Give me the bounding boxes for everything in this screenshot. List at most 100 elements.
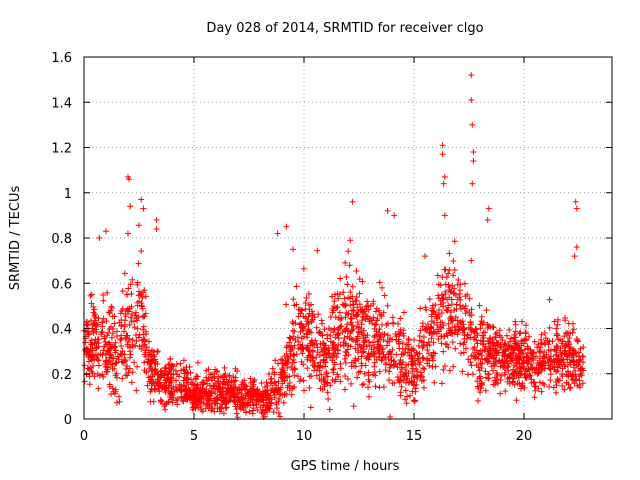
data-point: [330, 339, 337, 346]
data-point: [414, 376, 421, 383]
data-point: [143, 344, 150, 351]
data-point: [397, 315, 404, 322]
data-point: [576, 377, 583, 384]
data-point: [90, 309, 97, 316]
data-point: [377, 311, 384, 318]
data-point: [172, 383, 179, 390]
data-point: [517, 385, 524, 392]
data-point: [406, 352, 413, 359]
data-point: [379, 345, 386, 352]
data-point: [126, 335, 133, 342]
data-point: [461, 332, 468, 339]
data-point: [103, 228, 109, 235]
data-point: [291, 384, 298, 391]
data-point: [330, 365, 337, 372]
data-point: [538, 388, 545, 395]
data-point: [346, 335, 353, 342]
data-point: [181, 374, 188, 381]
data-point: [506, 326, 513, 333]
data-point: [462, 293, 469, 300]
data-point: [376, 350, 383, 357]
data-points: [81, 72, 587, 421]
data-point: [441, 173, 448, 180]
data-point: [573, 352, 580, 359]
data-point: [146, 378, 153, 385]
data-point: [523, 322, 530, 329]
data-point: [438, 340, 445, 347]
data-point: [507, 335, 514, 342]
data-point: [344, 346, 351, 353]
data-point: [386, 368, 393, 375]
data-point: [570, 326, 577, 333]
data-point: [410, 374, 417, 381]
data-point: [239, 402, 246, 409]
data-point: [205, 375, 212, 382]
data-point: [347, 315, 354, 322]
data-point: [315, 311, 322, 318]
data-point: [384, 332, 391, 339]
data-point: [452, 345, 459, 352]
data-point: [325, 351, 332, 358]
data-point: [511, 340, 518, 347]
data-point: [328, 293, 335, 300]
data-point: [507, 358, 514, 365]
data-point: [143, 368, 150, 375]
data-point: [153, 216, 160, 223]
data-point: [308, 338, 315, 345]
data-point: [474, 397, 481, 404]
data-point: [353, 267, 360, 274]
data-point: [511, 362, 518, 369]
data-point: [169, 362, 176, 369]
data-point: [439, 142, 446, 149]
data-point: [337, 360, 344, 367]
data-point: [349, 283, 356, 290]
data-point: [457, 350, 464, 357]
data-point: [441, 266, 448, 273]
data-point: [179, 397, 186, 404]
data-point: [86, 352, 93, 359]
data-point: [484, 359, 491, 366]
data-point: [283, 391, 290, 398]
data-point: [434, 272, 441, 279]
data-point: [111, 320, 118, 327]
data-point: [151, 367, 158, 374]
data-point: [141, 337, 148, 344]
data-point: [370, 348, 377, 355]
data-point: [291, 372, 298, 379]
data-point: [141, 313, 148, 320]
y-tick-label: 0.2: [51, 368, 72, 383]
data-point: [353, 311, 360, 318]
data-point: [180, 357, 187, 364]
x-tick-label: 20: [516, 429, 533, 444]
data-point: [304, 327, 311, 334]
data-point: [155, 383, 162, 390]
data-point: [343, 274, 350, 281]
data-point: [208, 377, 215, 384]
data-point: [378, 357, 385, 364]
data-point: [99, 319, 106, 326]
data-point: [512, 321, 519, 328]
data-point: [472, 353, 479, 360]
data-point: [397, 389, 404, 396]
data-point: [318, 371, 325, 378]
data-point: [404, 375, 411, 382]
data-point: [342, 340, 349, 347]
data-point: [411, 382, 418, 389]
data-point: [506, 380, 513, 387]
x-tick-label: 15: [406, 429, 423, 444]
data-point: [342, 373, 349, 380]
data-point: [215, 378, 222, 385]
y-tick-label: 0: [64, 413, 72, 428]
data-point: [266, 371, 273, 378]
data-point: [476, 375, 483, 382]
data-point: [323, 346, 330, 353]
data-point: [299, 307, 306, 314]
data-point: [162, 389, 169, 396]
y-axis-title: SRMTID / TECUs: [8, 186, 23, 291]
data-point: [91, 373, 98, 380]
data-point: [145, 338, 152, 345]
data-point: [83, 371, 90, 378]
data-point: [138, 248, 145, 255]
data-point: [108, 304, 115, 311]
data-point: [556, 377, 563, 384]
